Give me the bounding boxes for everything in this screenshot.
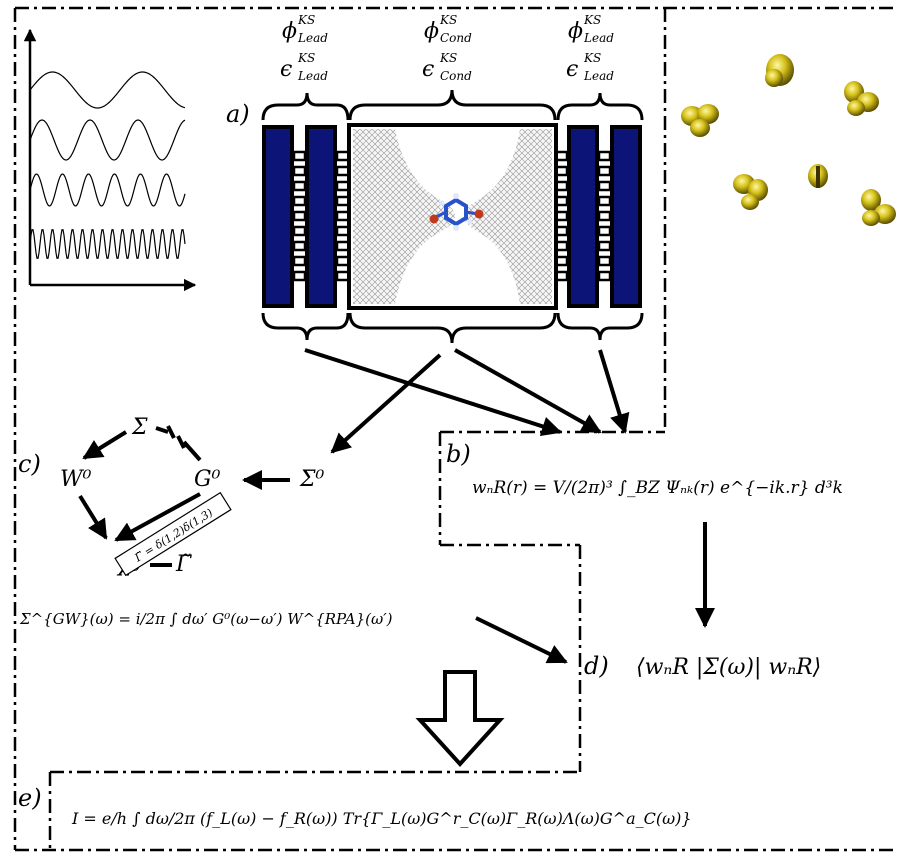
wannier-equation: wₙR(r) = V/(2π)³ ∫_BZ Ψₙₖ(r) e^{−ik.r} d…	[472, 478, 843, 498]
molecule	[429, 193, 484, 231]
lead-rung	[597, 210, 612, 222]
svg-text:KS: KS	[583, 51, 601, 65]
lead-rung	[292, 270, 307, 282]
lead-rung	[292, 150, 307, 162]
panel-a-label: a)	[226, 100, 250, 128]
lead-rung	[292, 225, 307, 237]
gw-cycle: Σ W⁰ G⁰ χ̃₀ Γ̃ Σ⁰ Γ̃ = δ(1,2)δ(1,3)	[60, 415, 325, 577]
lead-rung	[597, 180, 612, 192]
graphene-left	[353, 129, 455, 304]
wave-4	[29, 229, 186, 259]
svg-text:KS: KS	[583, 13, 601, 27]
svg-text:Γ̃: Γ̃	[175, 552, 192, 577]
lead-rung	[292, 240, 307, 252]
svg-text:Cond: Cond	[440, 31, 472, 45]
svg-text:KS: KS	[297, 51, 315, 65]
panel-d-label: d)	[584, 652, 609, 680]
waves-plot	[23, 28, 197, 292]
svg-text:ϵ: ϵ	[566, 57, 578, 82]
svg-text:ϕ: ϕ	[424, 19, 439, 44]
projection-arrows	[304, 348, 630, 454]
current-equation: I = e/h ∫ dω/2π (f_L(ω) − f_R(ω)) Tr{Γ_L…	[71, 809, 692, 828]
lead-rung	[292, 180, 307, 192]
hollow-down-arrow-icon	[415, 670, 505, 767]
bottom-braces	[261, 312, 644, 344]
lead-rung	[597, 150, 612, 162]
cond-label: ϕ KS Cond ϵ KS Cond	[422, 13, 472, 83]
svg-text:Σ: Σ	[131, 415, 148, 440]
svg-text:Cond: Cond	[440, 69, 472, 83]
graphene-right	[464, 129, 552, 304]
lead-rung	[292, 165, 307, 177]
lead-rung	[292, 210, 307, 222]
svg-text:W⁰: W⁰	[60, 467, 92, 492]
wave-3	[29, 173, 186, 207]
svg-text:KS: KS	[297, 13, 315, 27]
svg-text:ϵ: ϵ	[422, 57, 434, 82]
lead-rung	[292, 255, 307, 267]
svg-text:Lead: Lead	[583, 69, 614, 83]
lead-rung	[292, 195, 307, 207]
svg-text:Lead: Lead	[297, 69, 328, 83]
svg-text:ϕ: ϕ	[282, 19, 297, 44]
lead-rung	[597, 195, 612, 207]
wannier-orbitals-icon	[681, 54, 896, 226]
self-energy-arrow	[475, 616, 568, 664]
matrix-element-equation: ⟨wₙR |Σ(ω)| wₙR⟩	[636, 655, 821, 680]
device-structure	[262, 123, 642, 310]
self-energy-equation: Σ^{GW}(ω) = i/2π ∫ dω′ G⁰(ω−ω′) W^{RPA}(…	[19, 610, 393, 628]
lead-rung	[597, 270, 612, 282]
lead-rung	[597, 255, 612, 267]
lead-rung	[597, 165, 612, 177]
lead-label-left: ϕ KS Lead ϵ KS Lead	[280, 13, 328, 83]
lead-label-right: ϕ KS Lead ϵ KS Lead	[566, 13, 614, 83]
panel-e-label: e)	[18, 784, 42, 812]
svg-text:ϵ: ϵ	[280, 57, 292, 82]
wave-2	[29, 119, 186, 161]
svg-text:Lead: Lead	[297, 31, 328, 45]
svg-text:Lead: Lead	[583, 31, 614, 45]
top-braces	[261, 89, 644, 121]
svg-text:ϕ: ϕ	[568, 19, 583, 44]
panel-b-label: b)	[446, 440, 471, 468]
svg-text:Γ̃ = δ(1,2)δ(1,3): Γ̃ = δ(1,2)δ(1,3)	[132, 506, 215, 565]
svg-text:Σ⁰: Σ⁰	[299, 467, 325, 492]
svg-text:KS: KS	[439, 13, 457, 27]
svg-text:G⁰: G⁰	[194, 467, 221, 492]
wave-1	[29, 71, 186, 109]
svg-text:KS: KS	[439, 51, 457, 65]
lead-rung	[597, 240, 612, 252]
vertex-box: Γ̃ = δ(1,2)δ(1,3)	[114, 491, 232, 577]
lead-rung	[597, 225, 612, 237]
panel-c-label: c)	[18, 450, 41, 478]
